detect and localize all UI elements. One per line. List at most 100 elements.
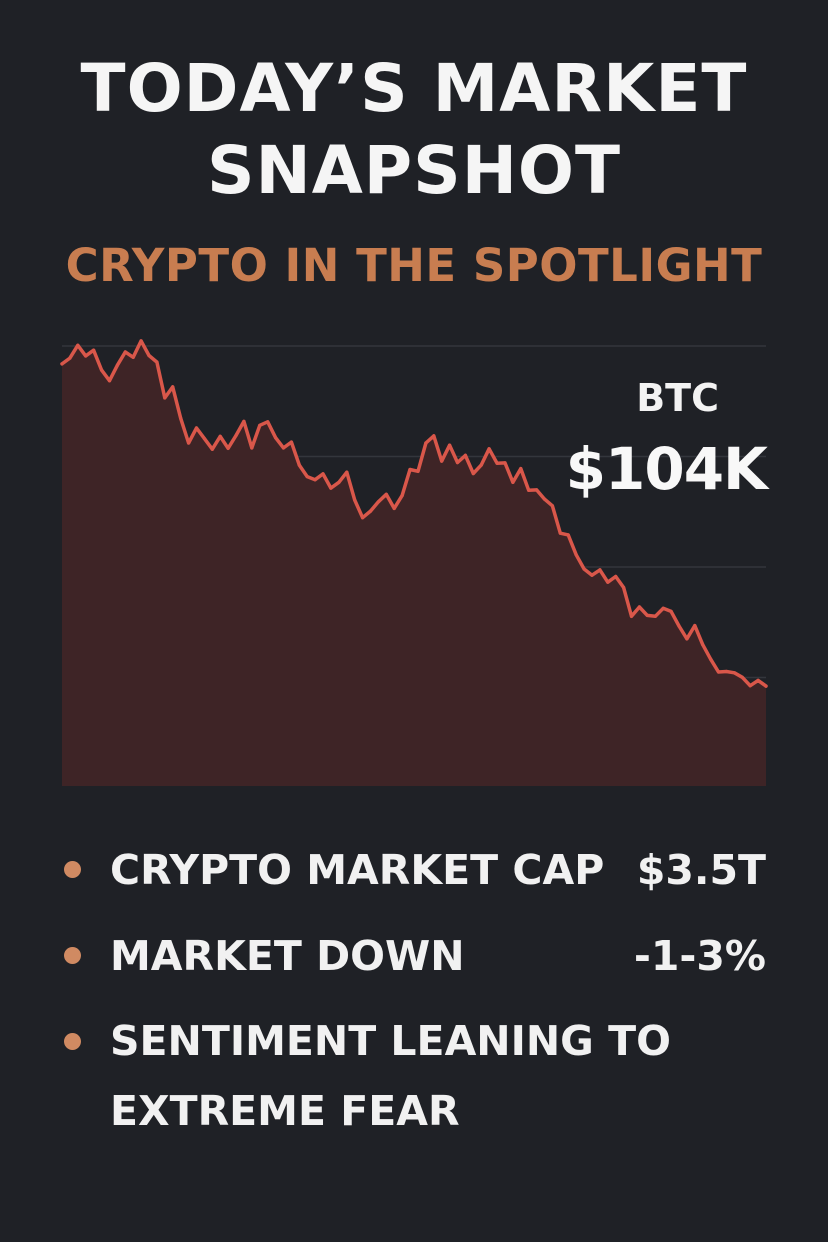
data-point — [748, 684, 752, 688]
page-title-line1: TODAY’S MARKET — [80, 50, 748, 127]
data-point — [226, 446, 230, 450]
data-point — [732, 671, 737, 675]
data-point — [376, 500, 380, 504]
data-point — [622, 585, 626, 590]
data-point — [503, 461, 507, 465]
data-point — [84, 354, 88, 358]
data-point — [614, 574, 618, 579]
data-point — [535, 488, 539, 492]
data-point — [361, 516, 365, 520]
data-point — [740, 675, 744, 679]
data-point — [542, 497, 547, 501]
data-point — [550, 504, 555, 508]
data-point — [645, 613, 649, 617]
data-point — [440, 459, 444, 463]
market-cap-label: CRYPTO MARKET CAP — [110, 846, 605, 894]
chart-points — [60, 339, 768, 688]
data-point — [709, 657, 713, 661]
data-point — [432, 434, 436, 438]
data-point — [416, 469, 420, 473]
data-point — [384, 492, 388, 496]
data-point — [392, 506, 396, 510]
data-point — [653, 614, 657, 618]
data-point — [60, 362, 64, 366]
data-point — [281, 446, 286, 450]
page-title-line2: SNAPSHOT — [206, 132, 622, 209]
data-point — [637, 605, 642, 609]
sentiment-label-line1: SENTIMENT LEANING TO — [110, 1017, 671, 1065]
data-point — [756, 678, 760, 682]
data-point — [424, 441, 428, 445]
data-point — [527, 488, 531, 492]
data-point — [218, 434, 222, 438]
data-point — [68, 356, 72, 360]
data-point — [716, 670, 721, 674]
data-point — [155, 360, 159, 364]
data-point — [590, 573, 594, 577]
data-point — [519, 467, 523, 471]
data-point — [566, 533, 570, 537]
data-point — [471, 471, 475, 476]
data-point — [337, 480, 341, 484]
data-point — [598, 568, 602, 572]
data-point — [487, 447, 491, 451]
data-point — [685, 637, 689, 641]
data-point — [266, 420, 270, 424]
data-point — [669, 609, 673, 613]
data-point — [606, 580, 610, 584]
bullet-icon — [64, 1033, 81, 1050]
data-point — [234, 433, 238, 438]
data-point — [629, 614, 634, 618]
data-point — [100, 368, 104, 372]
data-point — [368, 509, 373, 513]
data-point — [92, 348, 96, 352]
btc-price: $104K — [565, 435, 768, 503]
data-point — [329, 486, 333, 490]
data-point — [76, 343, 80, 347]
data-point — [305, 475, 309, 479]
data-point — [353, 498, 357, 502]
data-point — [171, 385, 175, 389]
sentiment-label-line2: EXTREME FEAR — [110, 1087, 460, 1135]
data-point — [321, 472, 325, 476]
data-point — [179, 416, 183, 420]
data-point — [250, 446, 254, 450]
page-subtitle: CRYPTO IN THE SPOTLIGHT — [65, 239, 763, 292]
data-point — [107, 379, 112, 383]
data-point — [693, 624, 697, 628]
market-cap-value: $3.5T — [636, 846, 766, 894]
market-down-value: -1-3% — [633, 932, 766, 980]
data-point — [297, 463, 301, 467]
data-point — [115, 363, 119, 367]
data-point — [210, 447, 214, 451]
data-point — [479, 463, 483, 467]
data-point — [701, 643, 705, 647]
data-point — [408, 467, 412, 472]
data-point — [274, 436, 278, 440]
data-point — [582, 567, 586, 571]
data-point — [202, 437, 206, 441]
data-point — [463, 453, 467, 457]
data-point — [661, 606, 665, 610]
data-point — [194, 426, 199, 430]
data-point — [131, 355, 135, 359]
data-point — [147, 353, 151, 358]
data-point — [258, 423, 262, 427]
data-point — [163, 396, 167, 400]
market-down-label: MARKET DOWN — [110, 932, 465, 980]
data-point — [448, 443, 452, 447]
bullet-icon — [64, 861, 81, 878]
data-point — [313, 478, 317, 482]
btc-price-chart — [60, 339, 768, 786]
data-point — [724, 669, 729, 674]
data-point — [400, 494, 404, 498]
data-point — [495, 461, 499, 465]
data-point — [345, 470, 349, 474]
data-point — [455, 460, 460, 465]
data-point — [511, 480, 515, 484]
data-point — [242, 419, 246, 423]
data-point — [187, 441, 191, 445]
data-point — [764, 684, 768, 688]
data-point — [574, 553, 578, 557]
btc-area-fill — [62, 340, 766, 786]
